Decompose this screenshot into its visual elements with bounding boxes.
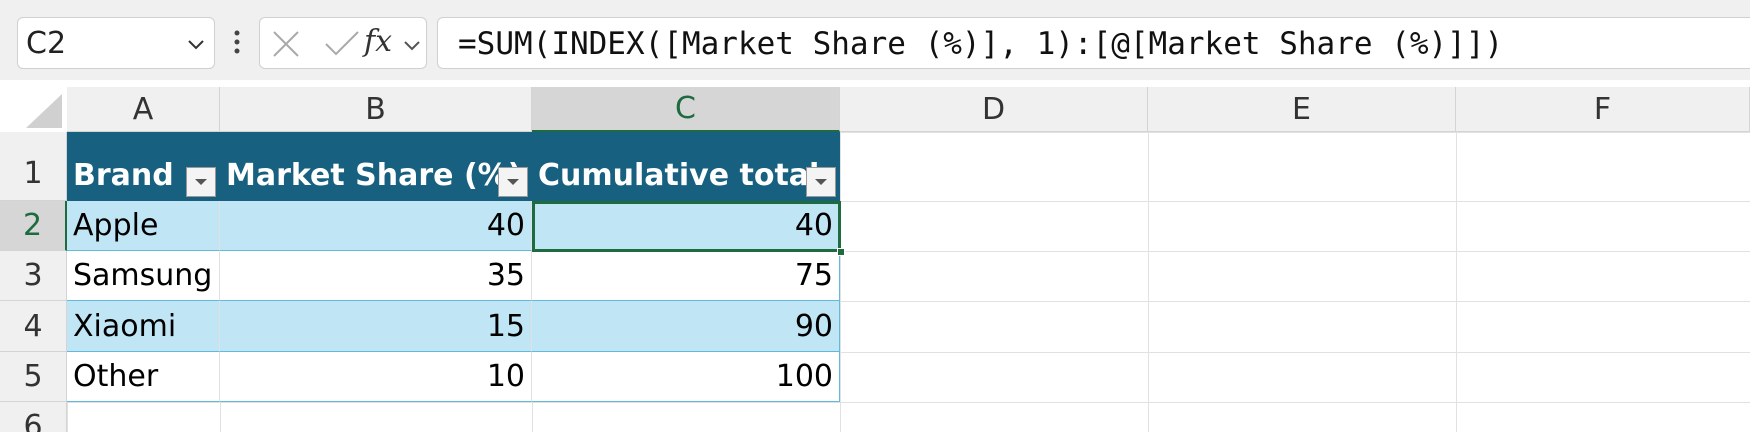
filter-button[interactable] [806,167,836,197]
table-cell[interactable]: 10 [220,352,532,402]
formula-input[interactable]: =SUM(INDEX([Market Share (%)], 1):[@[Mar… [437,17,1750,69]
grid-line [0,132,1750,133]
table-cell[interactable]: Samsung [67,251,220,301]
grid-line [1456,87,1457,432]
column-header[interactable]: C [532,87,840,132]
selected-cell-border [532,201,841,252]
table-cell[interactable]: 75 [532,251,840,301]
column-header[interactable]: F [1456,87,1750,132]
filter-button[interactable] [498,167,528,197]
cancel-enter-icons[interactable] [270,30,370,58]
grid-line [0,301,1750,302]
grid-line [0,201,1750,202]
filter-button[interactable] [186,167,216,197]
table-cell[interactable]: 35 [220,251,532,301]
table-cell[interactable]: 100 [532,352,840,402]
name-box[interactable]: C2 [17,17,215,69]
grid-line [840,87,841,432]
table-cell[interactable]: 40 [532,201,840,251]
table-cell[interactable]: 40 [220,201,532,251]
table-header-cell[interactable]: Cumulative total [532,132,840,201]
fill-handle[interactable] [837,248,845,256]
row-header[interactable]: 1 [0,132,67,201]
name-box-text: C2 [26,26,67,61]
row-header[interactable]: 5 [0,352,67,402]
grid-line [1148,87,1149,432]
name-box-dropdown[interactable] [186,34,206,54]
column-header[interactable]: D [840,87,1148,132]
grid-line [0,251,1750,252]
grid-line [0,352,1750,353]
function-icon[interactable]: fx [364,24,393,59]
table-header-cell[interactable]: Market Share (%) [220,132,532,201]
table-cell[interactable]: Other [67,352,220,402]
row-header[interactable]: 6 [0,402,67,432]
grid-line [0,402,1750,403]
formula-text: =SUM(INDEX([Market Share (%)], 1):[@[Mar… [458,26,1504,62]
formula-buttons: fx [259,17,427,69]
filter-arrow [507,179,519,185]
row-header[interactable]: 4 [0,301,67,352]
column-header[interactable]: B [220,87,532,132]
table-cell[interactable]: 90 [532,301,840,352]
filter-arrow [195,179,207,185]
function-dropdown[interactable] [402,36,422,56]
table-cell[interactable]: Xiaomi [67,301,220,352]
table-cell[interactable]: 15 [220,301,532,352]
column-header[interactable]: A [67,87,220,132]
row-header[interactable]: 3 [0,251,67,301]
row-header[interactable]: 2 [0,201,67,251]
table-cell[interactable]: Apple [67,201,220,251]
more-icon[interactable] [232,28,242,58]
select-all[interactable] [22,92,64,130]
column-header[interactable]: E [1148,87,1456,132]
filter-arrow [815,179,827,185]
